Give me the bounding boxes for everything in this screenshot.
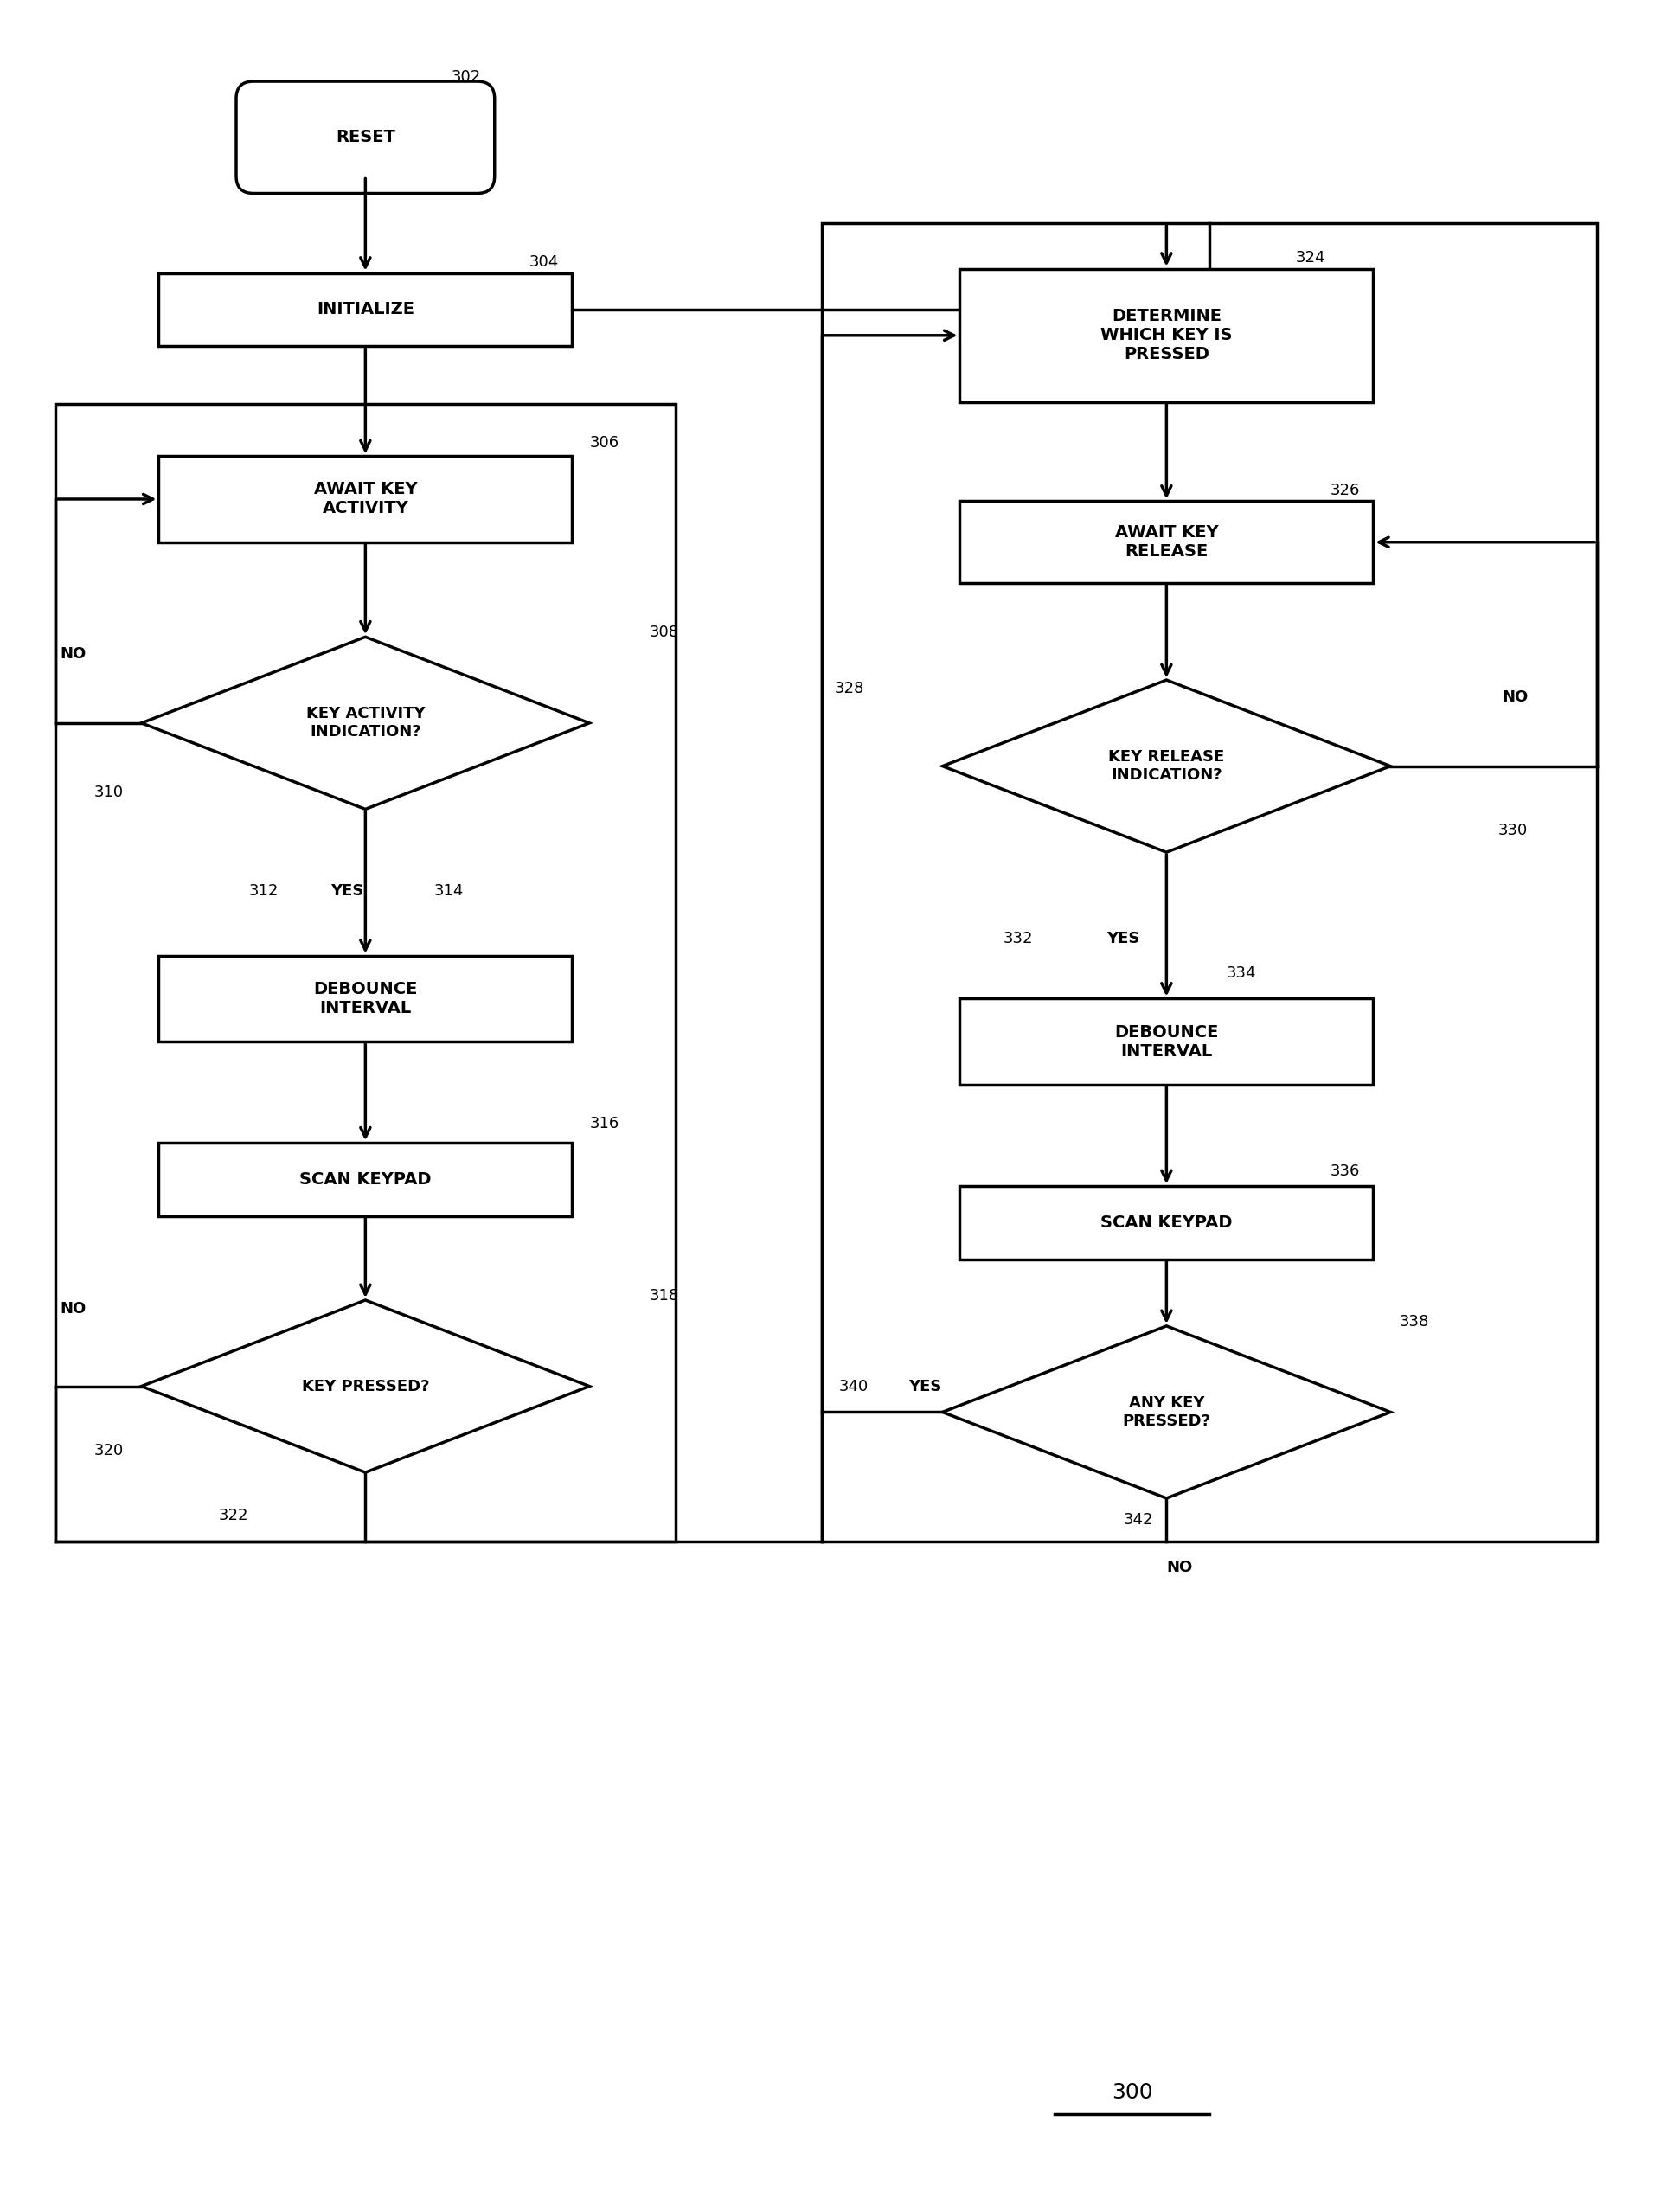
Text: AWAIT KEY
RELEASE: AWAIT KEY RELEASE — [1116, 524, 1218, 559]
Text: 318: 318 — [650, 1289, 679, 1304]
Text: 340: 340 — [838, 1379, 869, 1394]
Text: 334: 334 — [1226, 964, 1257, 980]
Text: SCAN KEYPAD: SCAN KEYPAD — [299, 1171, 432, 1188]
Text: KEY PRESSED?: KEY PRESSED? — [302, 1379, 428, 1394]
Text: NO: NO — [1166, 1559, 1193, 1574]
Text: RESET: RESET — [336, 129, 395, 145]
Text: DEBOUNCE
INTERVAL: DEBOUNCE INTERVAL — [312, 982, 417, 1017]
Bar — [959, 1000, 1373, 1085]
Text: 310: 310 — [94, 785, 124, 800]
Bar — [959, 270, 1373, 401]
Text: 314: 314 — [435, 883, 464, 899]
Text: DEBOUNCE
INTERVAL: DEBOUNCE INTERVAL — [1114, 1024, 1218, 1059]
Text: 308: 308 — [650, 625, 679, 640]
Text: 336: 336 — [1331, 1164, 1359, 1179]
FancyBboxPatch shape — [237, 81, 494, 193]
Bar — [158, 956, 573, 1041]
Text: 302: 302 — [452, 70, 480, 85]
Text: ANY KEY
PRESSED?: ANY KEY PRESSED? — [1122, 1396, 1211, 1429]
Bar — [822, 224, 1598, 1541]
Text: NO: NO — [59, 1302, 86, 1317]
Text: DETERMINE
WHICH KEY IS
PRESSED: DETERMINE WHICH KEY IS PRESSED — [1100, 309, 1233, 362]
Text: AWAIT KEY
ACTIVITY: AWAIT KEY ACTIVITY — [314, 482, 417, 517]
Polygon shape — [141, 638, 590, 809]
Text: NO: NO — [1502, 690, 1529, 706]
Text: 306: 306 — [590, 436, 618, 452]
Bar — [158, 1142, 573, 1217]
Text: 326: 326 — [1331, 482, 1359, 498]
Polygon shape — [141, 1300, 590, 1473]
Text: 332: 332 — [1003, 932, 1033, 947]
Text: 316: 316 — [590, 1116, 618, 1131]
Polygon shape — [942, 1326, 1391, 1499]
Text: YES: YES — [909, 1379, 941, 1394]
Text: 338: 338 — [1399, 1313, 1428, 1331]
Text: SCAN KEYPAD: SCAN KEYPAD — [1100, 1214, 1233, 1232]
Text: INITIALIZE: INITIALIZE — [316, 300, 415, 318]
Text: 324: 324 — [1295, 250, 1326, 265]
Text: NO: NO — [59, 647, 86, 662]
Bar — [158, 456, 573, 541]
Text: YES: YES — [331, 883, 365, 899]
Bar — [158, 274, 573, 346]
Text: KEY ACTIVITY
INDICATION?: KEY ACTIVITY INDICATION? — [306, 706, 425, 741]
Text: 330: 330 — [1499, 822, 1527, 840]
Text: 322: 322 — [218, 1508, 249, 1523]
Text: 304: 304 — [529, 254, 559, 270]
Text: KEY RELEASE
INDICATION?: KEY RELEASE INDICATION? — [1109, 750, 1225, 783]
Bar — [959, 502, 1373, 583]
Text: YES: YES — [1105, 932, 1139, 947]
Polygon shape — [942, 680, 1391, 853]
Text: 342: 342 — [1124, 1512, 1152, 1528]
Bar — [959, 1186, 1373, 1258]
Text: 320: 320 — [94, 1442, 124, 1458]
Bar — [55, 403, 675, 1541]
Text: 328: 328 — [835, 682, 865, 697]
Text: 312: 312 — [249, 883, 279, 899]
Text: 300: 300 — [1112, 2082, 1152, 2102]
